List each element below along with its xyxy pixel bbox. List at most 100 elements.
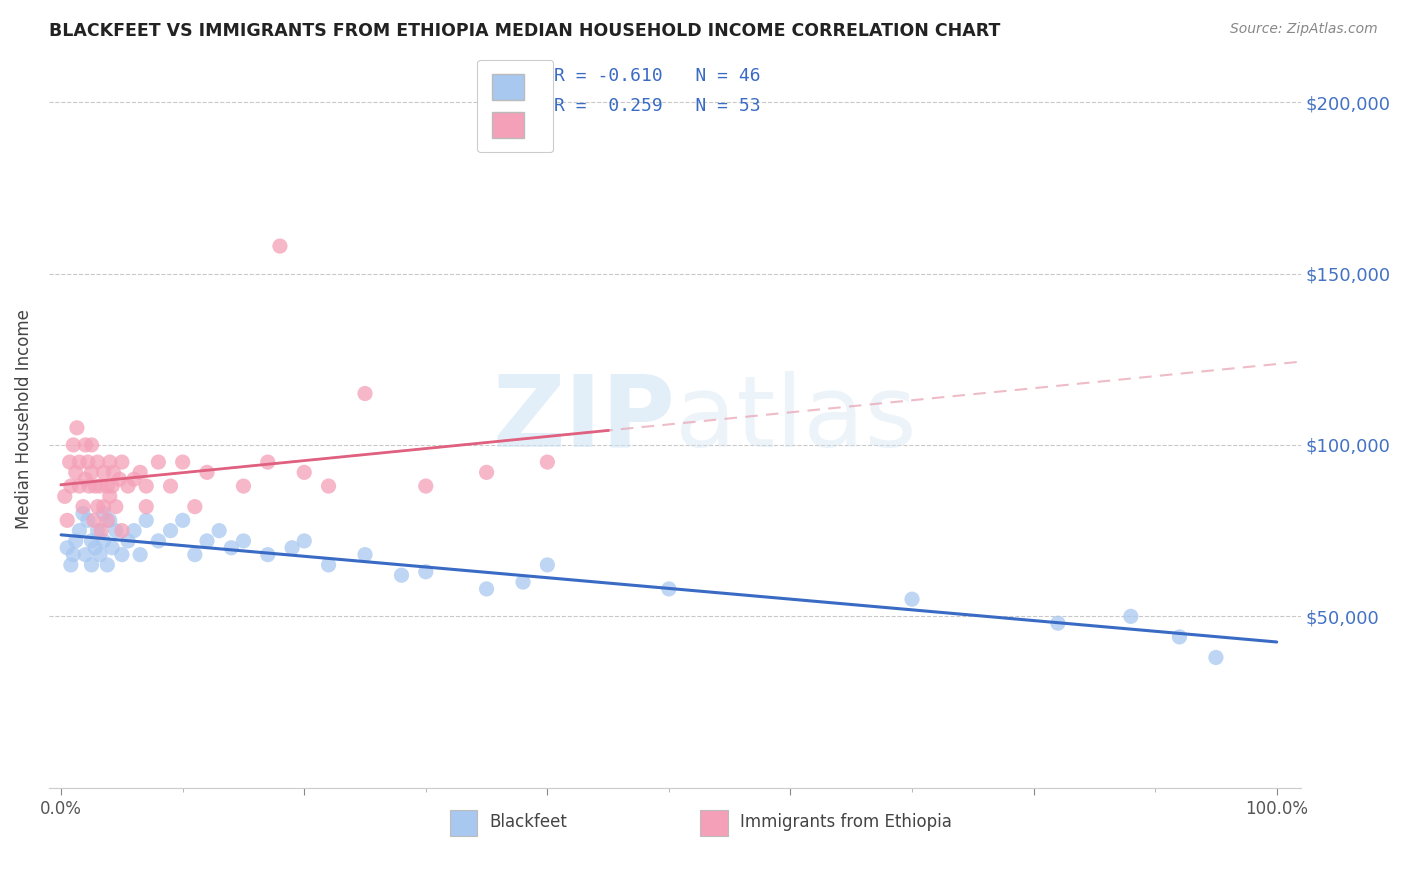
Point [75, 438, 97, 452]
Point [512, 575, 534, 590]
Point [536, 455, 558, 469]
Point [281, 541, 304, 555]
Point [86, 500, 108, 514]
Point [901, 592, 924, 607]
Point [208, 524, 231, 538]
Point [76, 455, 98, 469]
Point [67, 479, 90, 493]
Point [129, 548, 152, 562]
Point [475, 466, 498, 480]
Point [96, 479, 118, 493]
Point [111, 524, 134, 538]
Point [172, 513, 194, 527]
Point [101, 479, 124, 493]
Point [93, 466, 115, 480]
Point [72, 507, 94, 521]
Y-axis label: Median Household Income: Median Household Income [15, 310, 32, 529]
Text: atlas: atlas [675, 371, 917, 467]
Point [354, 386, 377, 401]
Point [59, 479, 82, 493]
Point [159, 479, 181, 493]
Point [101, 541, 124, 555]
Point [83, 513, 105, 527]
Point [135, 500, 157, 514]
Point [76, 513, 98, 527]
Text: R =  0.259   N = 53: R = 0.259 N = 53 [554, 97, 761, 115]
Point [98, 513, 121, 527]
Text: R = -0.610   N = 46: R = -0.610 N = 46 [554, 67, 761, 85]
Point [86, 524, 108, 538]
Text: BLACKFEET VS IMMIGRANTS FROM ETHIOPIA MEDIAN HOUSEHOLD INCOME CORRELATION CHART: BLACKFEET VS IMMIGRANTS FROM ETHIOPIA ME… [49, 22, 1001, 40]
Point [122, 524, 145, 538]
Point [62, 438, 84, 452]
Point [98, 489, 121, 503]
Text: Blackfeet: Blackfeet [489, 814, 568, 831]
Point [232, 533, 254, 548]
Point [89, 548, 111, 562]
Point [75, 548, 97, 562]
Point [65, 533, 87, 548]
Point [67, 524, 90, 538]
Point [53, 489, 76, 503]
Point [96, 558, 118, 572]
Point [72, 500, 94, 514]
Point [172, 455, 194, 469]
Point [1205, 650, 1227, 665]
Point [195, 466, 218, 480]
Legend: , : , [478, 60, 554, 153]
Point [148, 533, 170, 548]
Point [475, 582, 498, 596]
Point [135, 479, 157, 493]
Point [184, 548, 207, 562]
Point [104, 524, 127, 538]
Point [292, 466, 315, 480]
Point [415, 479, 437, 493]
Point [93, 507, 115, 521]
Point [1168, 630, 1191, 644]
Text: ZIP: ZIP [492, 371, 675, 467]
Point [391, 568, 413, 582]
Point [59, 558, 82, 572]
Point [318, 558, 340, 572]
Point [318, 479, 340, 493]
Point [122, 472, 145, 486]
Point [93, 500, 115, 514]
Point [84, 541, 107, 555]
Point [103, 466, 125, 480]
Point [111, 548, 134, 562]
Point [129, 466, 152, 480]
Point [117, 533, 139, 548]
Point [256, 455, 278, 469]
Point [67, 455, 90, 469]
Point [269, 239, 291, 253]
FancyBboxPatch shape [450, 810, 477, 836]
Point [232, 479, 254, 493]
Point [96, 513, 118, 527]
Point [148, 455, 170, 469]
Point [98, 455, 121, 469]
Point [117, 479, 139, 493]
Point [86, 455, 108, 469]
Point [256, 548, 278, 562]
Text: Source: ZipAtlas.com: Source: ZipAtlas.com [1230, 22, 1378, 37]
Text: Immigrants from Ethiopia: Immigrants from Ethiopia [740, 814, 952, 831]
Point [93, 533, 115, 548]
FancyBboxPatch shape [700, 810, 727, 836]
Point [1046, 616, 1069, 631]
Point [195, 533, 218, 548]
Point [75, 472, 97, 486]
Point [536, 558, 558, 572]
Point [159, 524, 181, 538]
Point [59, 455, 82, 469]
Point [135, 513, 157, 527]
Point [77, 479, 100, 493]
Point [56, 541, 79, 555]
Point [65, 466, 87, 480]
Point [221, 541, 243, 555]
Point [354, 548, 377, 562]
Point [111, 455, 134, 469]
Point [89, 479, 111, 493]
Point [56, 513, 79, 527]
Point [104, 500, 127, 514]
Point [658, 582, 681, 596]
